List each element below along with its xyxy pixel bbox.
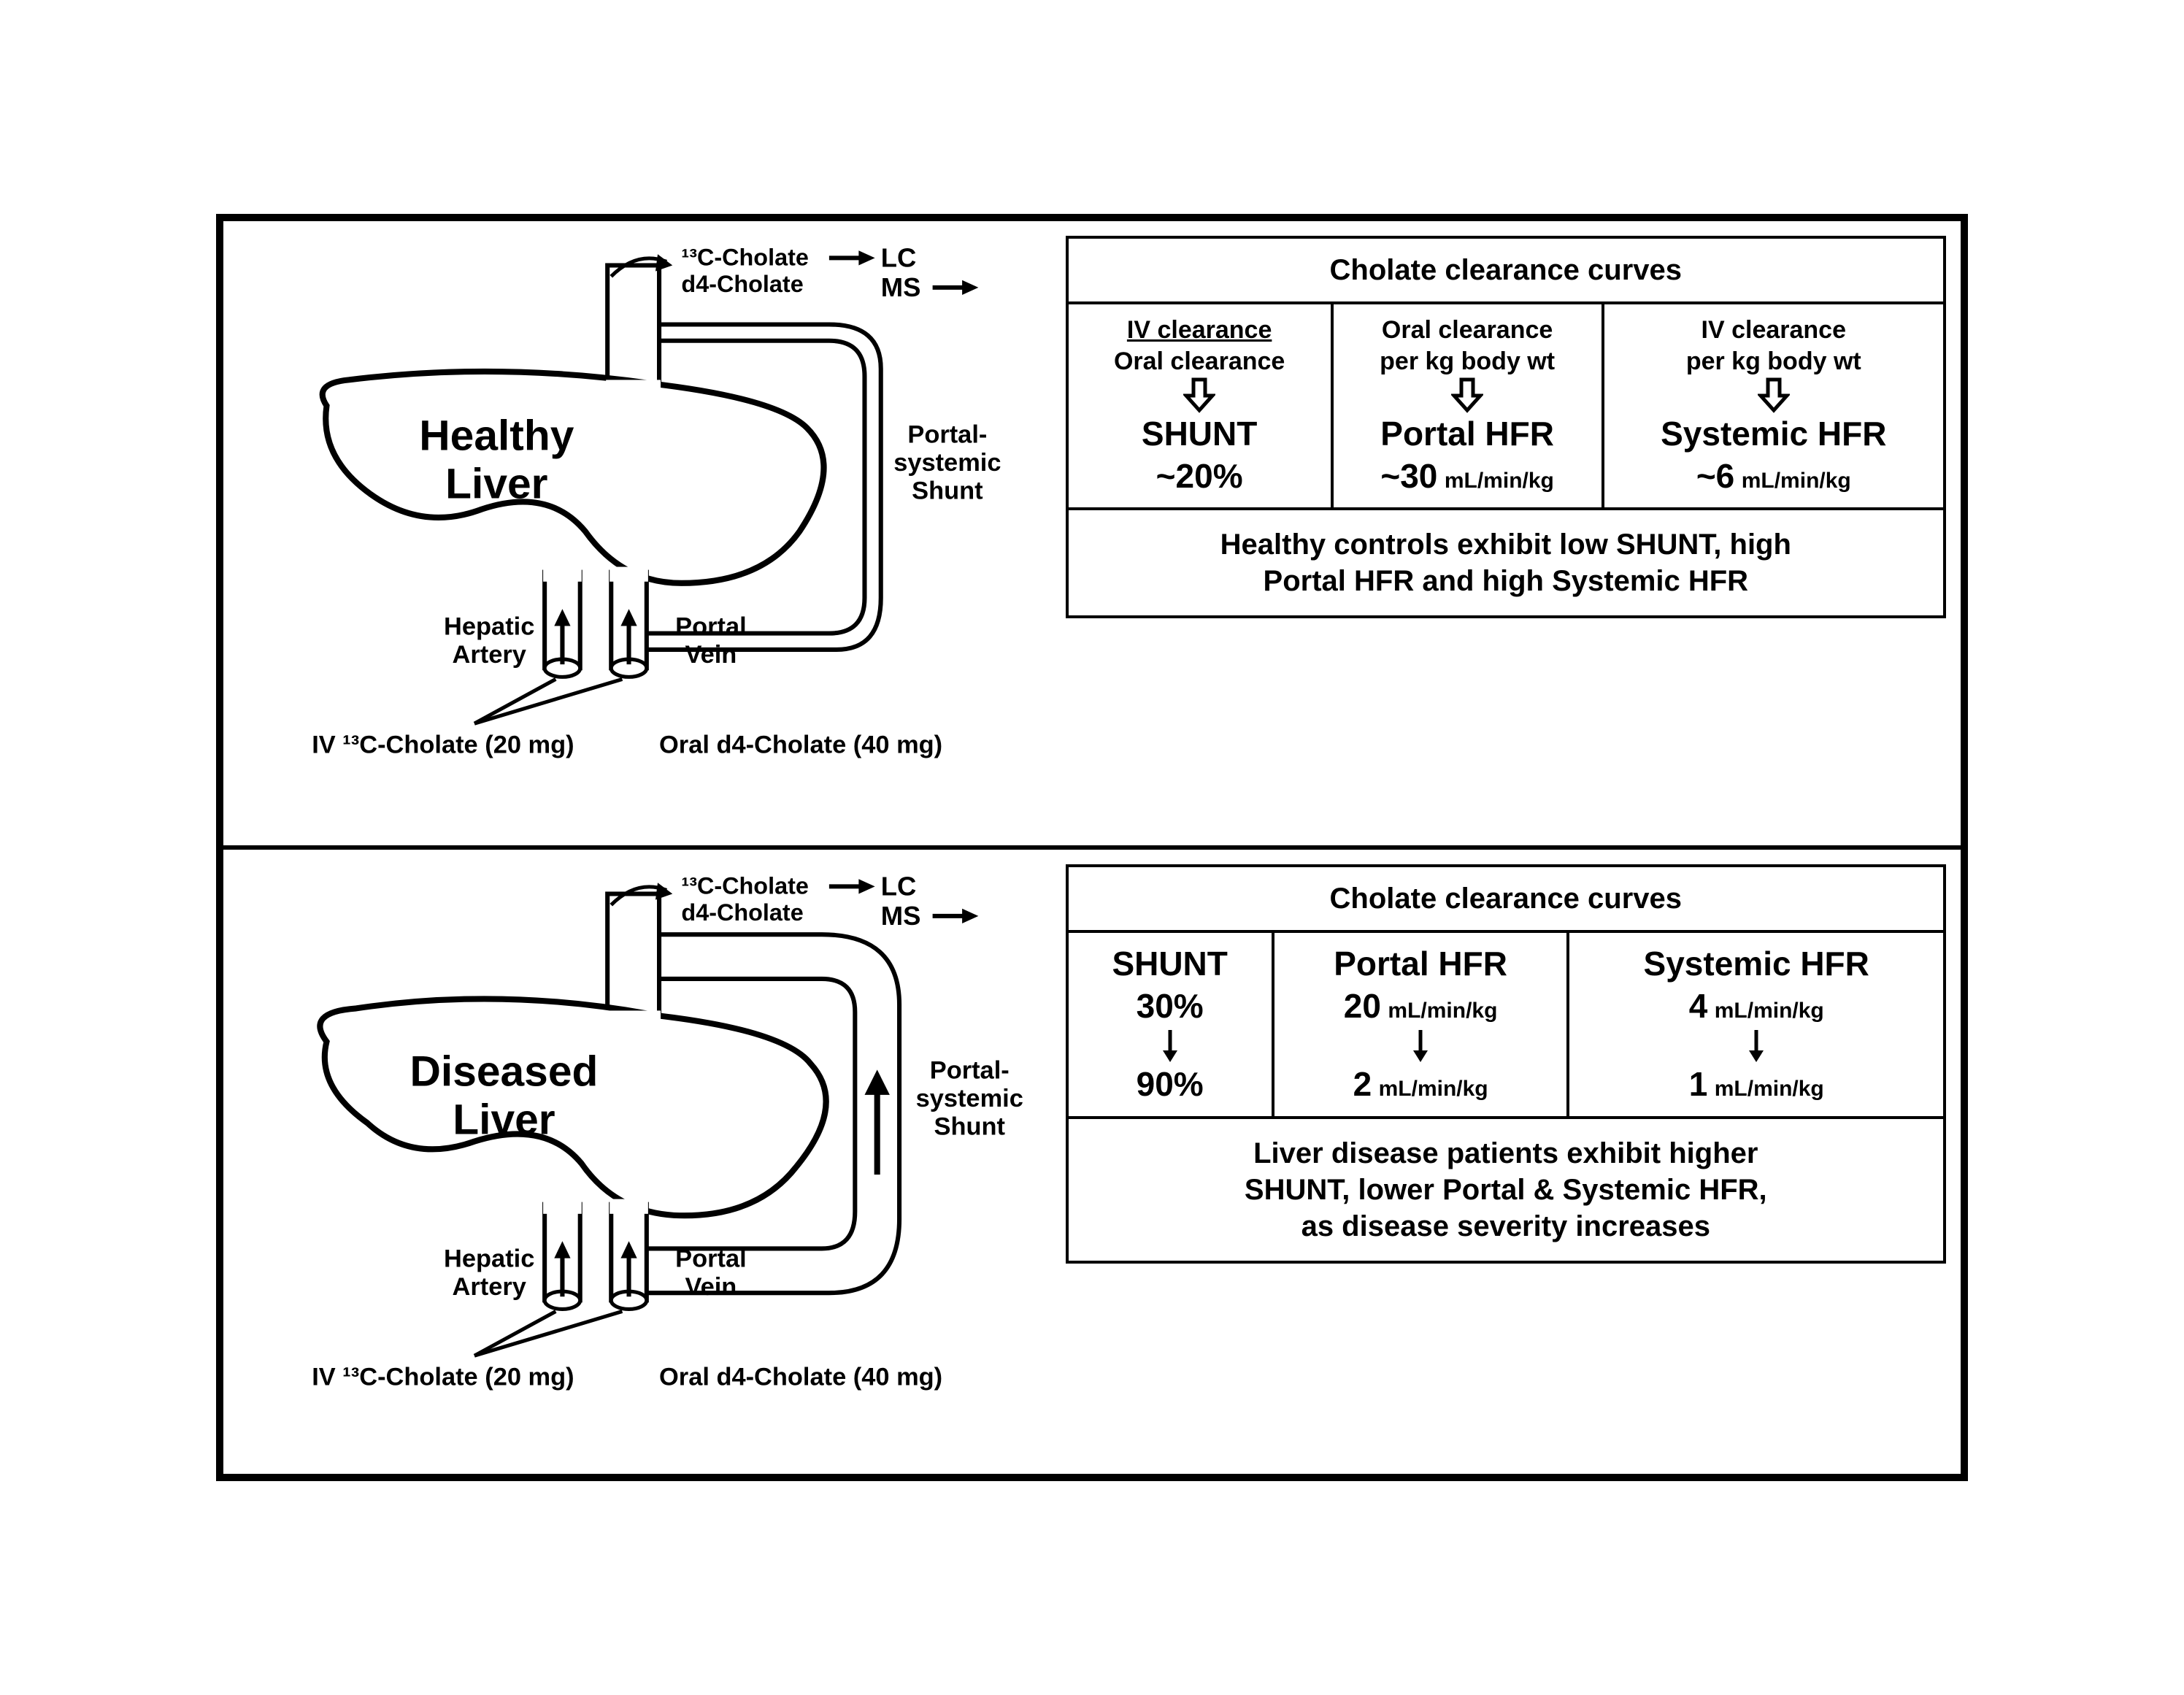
- col2-name: Portal HFR: [1334, 945, 1507, 983]
- shunt-label-1: Portal-: [930, 1057, 1010, 1085]
- liver-label-1: Healthy: [419, 412, 574, 460]
- col3-name: Systemic HFR: [1644, 945, 1869, 983]
- hep-artery-2: Artery: [453, 641, 526, 669]
- portal-vein-2: Vein: [685, 1273, 737, 1301]
- col3-h2: per kg body wt: [1686, 347, 1861, 375]
- col1-name: SHUNT: [1112, 945, 1227, 983]
- col2-name: Portal HFR: [1380, 415, 1554, 453]
- down-arrow-icon: [1758, 377, 1790, 413]
- col3-start-num: 4: [1689, 987, 1708, 1025]
- dose-oral: Oral d4-Cholate (40 mg): [659, 731, 942, 759]
- col2-val-num: ~30: [1380, 457, 1437, 495]
- hep-artery-2: Artery: [453, 1273, 526, 1301]
- liver-label-2: Liver: [453, 1096, 555, 1144]
- summary-2: Portal HFR and high Systemic HFR: [1264, 565, 1749, 597]
- panel-diseased: Diseased Liver Hepatic Artery Portal Vei…: [223, 850, 1961, 1474]
- col2-end-unit: mL/min/kg: [1379, 1077, 1488, 1101]
- down-arrow-icon: [1159, 1027, 1181, 1064]
- lc-label: LC: [881, 243, 917, 273]
- top-d4: d4-Cholate: [681, 899, 803, 926]
- ms-label: MS: [881, 272, 921, 302]
- shunt-label-2: systemic: [916, 1085, 1023, 1112]
- col3: Systemic HFR 4 mL/min/kg 1 mL/min/kg: [1568, 931, 1945, 1118]
- diagram-healthy: Healthy Liver Hepatic Artery Portal: [238, 236, 1051, 831]
- col3-val-num: ~6: [1696, 457, 1734, 495]
- dose-iv: IV ¹³C-Cholate (20 mg): [312, 731, 574, 759]
- col1-name: SHUNT: [1142, 415, 1257, 453]
- shunt-label-3: Shunt: [912, 477, 983, 505]
- down-arrow-icon: [1410, 1027, 1431, 1064]
- table-title: Cholate clearance curves: [1067, 237, 1945, 303]
- top-c13: ¹³C-Cholate: [681, 245, 808, 271]
- col1-start: 30%: [1137, 987, 1204, 1025]
- summary-1: Liver disease patients exhibit higher: [1253, 1137, 1758, 1169]
- col1-val: ~20%: [1156, 457, 1243, 495]
- summary-3: as disease severity increases: [1301, 1210, 1710, 1242]
- diagram-diseased: Diseased Liver Hepatic Artery Portal Vei…: [238, 864, 1051, 1459]
- liver-label-1: Diseased: [410, 1048, 599, 1096]
- dose-oral: Oral d4-Cholate (40 mg): [659, 1364, 942, 1391]
- liver-label-2: Liver: [445, 461, 547, 508]
- hep-artery-1: Hepatic: [444, 613, 534, 641]
- down-arrow-icon: [1183, 377, 1215, 413]
- hep-artery-1: Hepatic: [444, 1245, 534, 1273]
- portal-vein-2: Vein: [685, 641, 737, 669]
- top-d4: d4-Cholate: [681, 271, 803, 297]
- ms-label: MS: [881, 901, 921, 931]
- col3-val-unit: mL/min/kg: [1742, 469, 1851, 493]
- col3-end-unit: mL/min/kg: [1715, 1077, 1824, 1101]
- shunt-label-1: Portal-: [907, 421, 987, 449]
- col3: IV clearance per kg body wt Systemic HFR…: [1603, 303, 1945, 509]
- col2-end-num: 2: [1353, 1065, 1372, 1103]
- shunt-label-3: Shunt: [934, 1113, 1005, 1141]
- diseased-table: Cholate clearance curves SHUNT 30% 90% P…: [1066, 864, 1946, 1264]
- healthy-table: Cholate clearance curves IV clearance Or…: [1066, 236, 1946, 618]
- table-healthy: Cholate clearance curves IV clearance Or…: [1066, 236, 1946, 831]
- col2-h2: per kg body wt: [1380, 347, 1555, 375]
- down-arrow-icon: [1451, 377, 1483, 413]
- dose-iv: IV ¹³C-Cholate (20 mg): [312, 1364, 574, 1391]
- col2-h1: Oral clearance: [1382, 316, 1553, 344]
- col2-val-unit: mL/min/kg: [1445, 469, 1554, 493]
- portal-vein-1: Portal: [675, 613, 747, 641]
- panel-healthy: Healthy Liver Hepatic Artery Portal: [223, 221, 1961, 850]
- col3-start-unit: mL/min/kg: [1715, 999, 1824, 1023]
- col3-h1: IV clearance: [1702, 316, 1846, 344]
- col1-h1: IV clearance: [1127, 316, 1272, 344]
- top-c13: ¹³C-Cholate: [681, 872, 808, 899]
- col2-start-num: 20: [1344, 987, 1381, 1025]
- figure-root: Healthy Liver Hepatic Artery Portal: [216, 214, 1968, 1481]
- col2: Oral clearance per kg body wt Portal HFR…: [1332, 303, 1603, 509]
- col1: IV clearance Oral clearance SHUNT ~20%: [1067, 303, 1332, 509]
- lc-label: LC: [881, 872, 917, 902]
- summary-1: Healthy controls exhibit low SHUNT, high: [1220, 529, 1791, 561]
- summary-2: SHUNT, lower Portal & Systemic HFR,: [1245, 1174, 1767, 1206]
- col1-h2: Oral clearance: [1114, 347, 1285, 375]
- table-title: Cholate clearance curves: [1067, 866, 1945, 931]
- col1-end: 90%: [1137, 1065, 1204, 1103]
- summary: Liver disease patients exhibit higher SH…: [1067, 1118, 1945, 1262]
- col1: SHUNT 30% 90%: [1067, 931, 1273, 1118]
- summary: Healthy controls exhibit low SHUNT, high…: [1067, 509, 1945, 617]
- shunt-label-2: systemic: [893, 449, 1001, 477]
- table-diseased: Cholate clearance curves SHUNT 30% 90% P…: [1066, 864, 1946, 1459]
- col2: Portal HFR 20 mL/min/kg 2 mL/min/kg: [1273, 931, 1569, 1118]
- col2-start-unit: mL/min/kg: [1388, 999, 1497, 1023]
- down-arrow-icon: [1745, 1027, 1767, 1064]
- col3-end-num: 1: [1689, 1065, 1708, 1103]
- col3-name: Systemic HFR: [1661, 415, 1886, 453]
